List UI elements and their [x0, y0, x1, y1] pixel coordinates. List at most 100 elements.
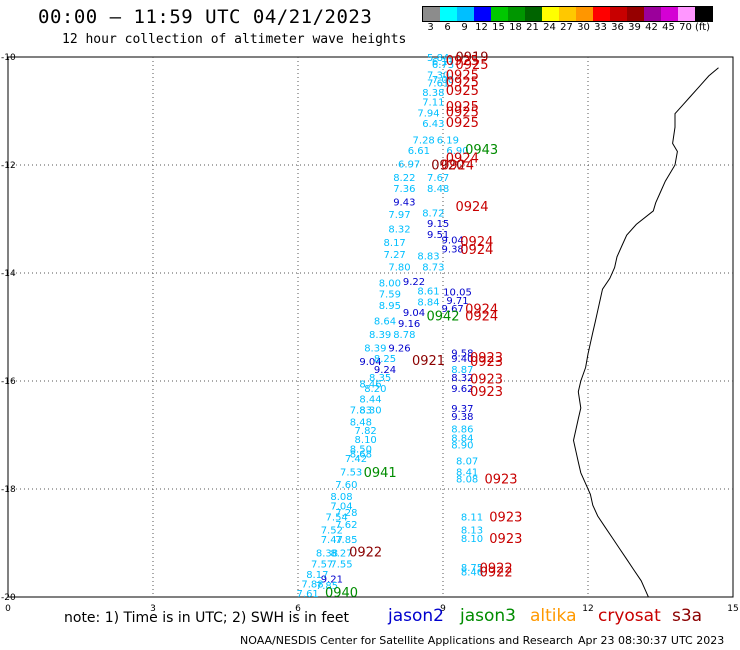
colorbar-swatch: [576, 7, 593, 21]
wave-height-label: 9.22: [403, 277, 425, 288]
wave-height-label: 7.67: [427, 173, 449, 184]
wave-height-label: 8.46: [359, 379, 381, 390]
pass-time-label: 0923: [470, 385, 503, 400]
wave-height-label: 9.71: [446, 296, 468, 307]
pass-time-label: 0924: [455, 200, 488, 215]
colorbar-swatch: [491, 7, 508, 21]
wave-height-label: 8.08: [456, 475, 478, 486]
pass-time-label: 0922: [480, 562, 513, 577]
wave-height-label: 7.61: [427, 79, 449, 90]
wave-height-label: 6.61: [408, 146, 430, 157]
wave-height-label: 7.83: [350, 405, 372, 416]
legend-item-jason2: jason2: [388, 606, 444, 626]
wave-height-label: 8.84: [417, 297, 439, 308]
colorbar-label: 6: [444, 22, 451, 33]
wave-height-label: 8.84: [451, 433, 473, 444]
colorbar-label: (ft): [694, 22, 711, 33]
colorbar-label: 21: [526, 22, 539, 33]
wave-height-label: 6.90: [446, 146, 468, 157]
wave-height-label: 8.27: [330, 549, 352, 560]
wave-height-label: 7.82: [355, 426, 377, 437]
colorbar-swatch: [457, 7, 474, 21]
wave-height-label: 8.38: [316, 549, 338, 560]
colorbar-label: 18: [509, 22, 522, 33]
wave-height-label: 8.20: [364, 384, 386, 395]
y-tick-label: -14: [1, 269, 16, 279]
grid-lines: [8, 57, 733, 597]
colorbar-label: 36: [611, 22, 624, 33]
pass-time-label: 0923: [470, 373, 503, 388]
wave-height-label: 7.11: [422, 98, 444, 109]
generated-time: Apr 23 08:30:37 UTC 2023: [578, 634, 725, 647]
wave-height-label: 8.07: [456, 457, 478, 468]
wave-height-label: 7.28: [335, 508, 357, 519]
wave-height-label: 8.64: [374, 316, 396, 327]
wave-height-label: 8.86: [451, 424, 473, 435]
wave-height-label: 7.28: [413, 135, 435, 146]
y-tick-label: -18: [1, 485, 16, 495]
wave-height-label: 8.50: [350, 444, 372, 455]
pass-time-label: 0923: [489, 510, 522, 525]
colorbar-swatch: [508, 7, 525, 21]
pass-time-label: 0942: [426, 310, 459, 325]
wave-height-label: 7.00: [432, 75, 454, 86]
legend-item-jason3: jason3: [460, 606, 516, 626]
coastline: [572, 67, 719, 598]
wave-height-label: 9.24: [374, 365, 396, 376]
wave-height-label: 10.05: [443, 288, 472, 299]
x-tick-label: 6: [295, 604, 301, 614]
wave-height-label: 8.11: [461, 512, 483, 523]
wave-height-label: 7.61: [297, 589, 319, 600]
pass-time-label: 0940: [325, 586, 358, 601]
wave-height-label: 7.42: [345, 454, 367, 465]
wave-height-label: 9.58: [451, 349, 473, 360]
pass-time-label: 0941: [364, 466, 397, 481]
colorbar-label: 12: [475, 22, 488, 33]
pass-time-label: 0919: [455, 50, 488, 65]
y-tick-label: -12: [1, 161, 16, 171]
x-tick-label: 12: [582, 604, 593, 614]
pass-time-label: 0920: [431, 158, 464, 173]
wave-height-label: 9.38: [451, 412, 473, 423]
wave-height-label: 9.37: [451, 404, 473, 415]
wave-height-label: 6.97: [398, 160, 420, 171]
wave-height-label: 7.80: [388, 262, 410, 273]
wave-height-label: 7.94: [417, 108, 439, 119]
wave-height-label: 8.35: [369, 373, 391, 384]
wave-height-label: 8.10: [355, 435, 377, 446]
wave-height-label: 8.32: [451, 373, 473, 384]
wave-height-label: 7.62: [335, 520, 357, 531]
pass-time-label: 0924: [441, 158, 474, 173]
wave-height-label: 9.04: [359, 357, 381, 368]
wave-height-colorbar: [422, 6, 713, 22]
y-tick-label: -20: [1, 593, 16, 603]
wave-height-label: 6.73: [432, 60, 454, 71]
wave-height-label: 7.60: [335, 480, 357, 491]
wave-height-label: 8.32: [388, 225, 410, 236]
wave-height-label: 7.88: [301, 579, 323, 590]
wave-height-label: 7.59: [379, 289, 401, 300]
wave-height-label: 6.11: [432, 57, 454, 68]
plot-frame: [7, 56, 734, 598]
wave-height-label: 8.73: [422, 262, 444, 273]
wave-height-label: 7.04: [330, 502, 352, 513]
wave-height-label: 8.61: [417, 287, 439, 298]
x-tick-label: 15: [727, 604, 738, 614]
colorbar-swatch: [695, 7, 712, 21]
pass-time-label: 0924: [460, 235, 493, 250]
wave-height-label: 8.75: [461, 563, 483, 574]
credit-text: NOAA/NESDIS Center for Satellite Applica…: [240, 634, 574, 647]
pass-time-label: 0925: [455, 58, 488, 73]
pass-time-label: 0924: [465, 303, 498, 318]
wave-height-label: 6.43: [422, 119, 444, 130]
wave-height-label: 8.17: [306, 570, 328, 581]
wave-height-label: 9.67: [442, 304, 464, 315]
wave-height-label: 7.57: [311, 559, 333, 570]
pass-time-label: 0924: [465, 310, 498, 325]
wave-height-label: 8.41: [456, 468, 478, 479]
wave-height-label: 7.97: [388, 210, 410, 221]
wave-height-label: 8.13: [461, 525, 483, 536]
pass-time-label: 0923: [470, 351, 503, 366]
wave-height-label: 8.44: [359, 395, 381, 406]
pass-time-label: 0925: [446, 116, 479, 131]
